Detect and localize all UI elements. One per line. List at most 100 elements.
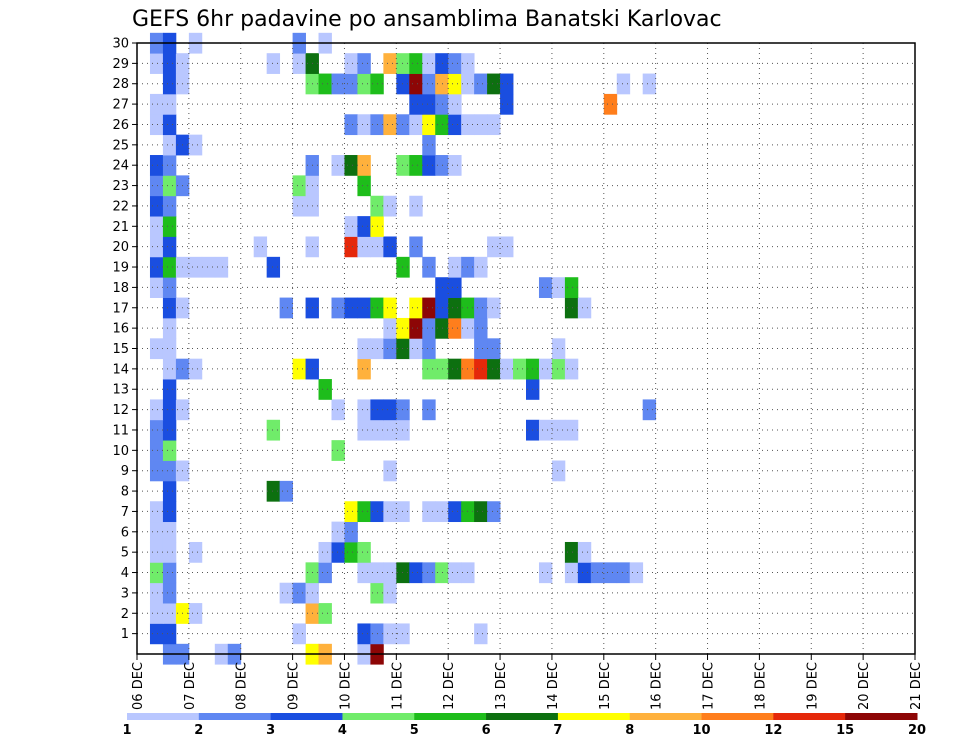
precip-cell [318,541,332,563]
x-tick-label: 13 DEC [494,662,509,710]
precip-cell [500,236,514,258]
y-tick-label: 13 [112,383,129,398]
precip-cell [422,338,436,360]
precip-cell [344,236,358,258]
precip-cell [409,114,423,136]
heatmap-cells [149,32,657,665]
precip-cell [162,358,177,380]
precip-cell [435,114,449,136]
precip-cell [253,236,268,258]
y-axis-ticks: 1234567891011121314151617181920212223242… [112,37,137,642]
precip-cell [383,582,397,604]
x-tick-label: 17 DEC [702,662,717,710]
precip-cell [357,216,371,237]
x-tick-label: 10 DEC [338,662,353,710]
colorbar-label: 4 [338,723,347,738]
precip-cell [487,501,501,523]
colorbar-label: 12 [764,723,782,738]
precip-cell [357,236,371,258]
y-tick-label: 1 [121,627,129,642]
precip-cell [474,256,488,278]
precip-cell [344,521,358,543]
precip-cell [538,419,553,441]
precip-cell [396,155,410,176]
colorbar-segment [557,713,631,720]
precip-cell [409,53,423,74]
precip-cell [435,358,449,380]
precip-cell [162,440,177,461]
precip-cell [448,256,462,278]
precip-cell [396,317,410,339]
precip-cell [149,53,164,74]
precip-cell [435,562,449,584]
precip-cell [564,562,579,584]
precip-cell [422,399,436,421]
precip-cell [422,73,436,95]
precip-cell [162,317,177,339]
precip-cell [422,297,436,319]
precip-cell [564,277,579,298]
colorbar-label: 15 [836,723,854,738]
x-tick-label: 09 DEC [287,662,302,710]
precip-cell [357,399,371,421]
precip-cell [551,358,566,380]
precip-cell [162,297,177,319]
precip-cell [357,73,371,95]
x-tick-label: 06 DEC [131,662,146,710]
precip-cell [435,73,449,95]
colorbar-label: 2 [194,723,203,738]
precip-cell [616,73,631,95]
y-tick-label: 12 [112,403,129,418]
y-tick-label: 9 [121,464,129,479]
precip-cell [448,73,462,95]
precip-cell [396,338,410,360]
precip-cell [383,53,397,74]
precip-cell [331,155,345,176]
precip-cell [422,256,436,278]
precip-cell [448,562,462,584]
y-tick-label: 6 [121,525,129,540]
precip-cell [162,379,177,400]
precip-cell [357,419,371,441]
precip-cell [409,155,423,176]
precip-cell [162,521,177,543]
precip-cell [162,195,177,217]
colorbar-segment [701,713,774,720]
precip-cell [162,603,177,624]
precip-cell [344,501,358,523]
precip-cell [396,73,410,95]
y-tick-label: 29 [112,57,129,72]
precip-cell [162,623,177,645]
precip-cell [162,277,177,298]
precip-cell [487,73,501,95]
precip-cell [409,297,423,319]
precip-cell [551,419,566,441]
precip-cell [422,358,436,380]
precip-cell [474,501,488,523]
colorbar-segment [270,713,343,720]
precip-cell [500,358,514,380]
precip-cell [474,317,488,339]
colorbar-segment [486,713,559,720]
precip-cell [149,460,164,482]
precip-cell [629,562,644,584]
precip-cell [487,338,501,360]
precip-cell [383,501,397,523]
y-tick-label: 2 [121,607,129,622]
precip-cell [357,541,371,563]
precip-cell [331,541,345,563]
precip-cell [318,379,332,400]
colorbar-segment [127,713,200,720]
precip-cell [149,440,164,461]
precip-cell [487,297,501,319]
precip-cell [188,256,203,278]
precip-cell [149,114,164,136]
precip-cell [409,93,423,115]
precip-cell [422,317,436,339]
precip-cell [422,134,436,156]
precip-cell [162,480,177,502]
precip-cell [292,582,306,604]
x-axis-ticks: 06 DEC 07 DEC 08 DEC 09 DEC 10 DEC 11 DEC 12 D… [131,654,924,710]
precip-cell [435,155,449,176]
precip-cell [149,603,164,624]
